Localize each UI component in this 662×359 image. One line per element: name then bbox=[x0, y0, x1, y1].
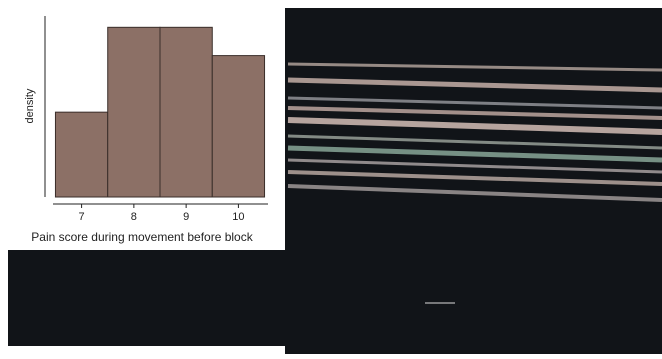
page: {"chart_data": {"type": "histogram", "x_… bbox=[0, 0, 662, 354]
y-axis-label: density bbox=[24, 88, 36, 123]
screenshot: Pain score during movement before block … bbox=[0, 0, 662, 354]
bar bbox=[212, 56, 264, 197]
bar bbox=[108, 27, 160, 197]
dark-panel bbox=[8, 250, 662, 346]
bar bbox=[55, 112, 107, 197]
x-tick-label: 9 bbox=[183, 211, 189, 223]
x-tick-label: 8 bbox=[131, 211, 137, 223]
x-tick-label: 10 bbox=[232, 211, 244, 223]
x-tick-label: 7 bbox=[79, 211, 85, 223]
bar bbox=[160, 27, 212, 197]
x-axis-label: Pain score during movement before block bbox=[31, 230, 253, 244]
